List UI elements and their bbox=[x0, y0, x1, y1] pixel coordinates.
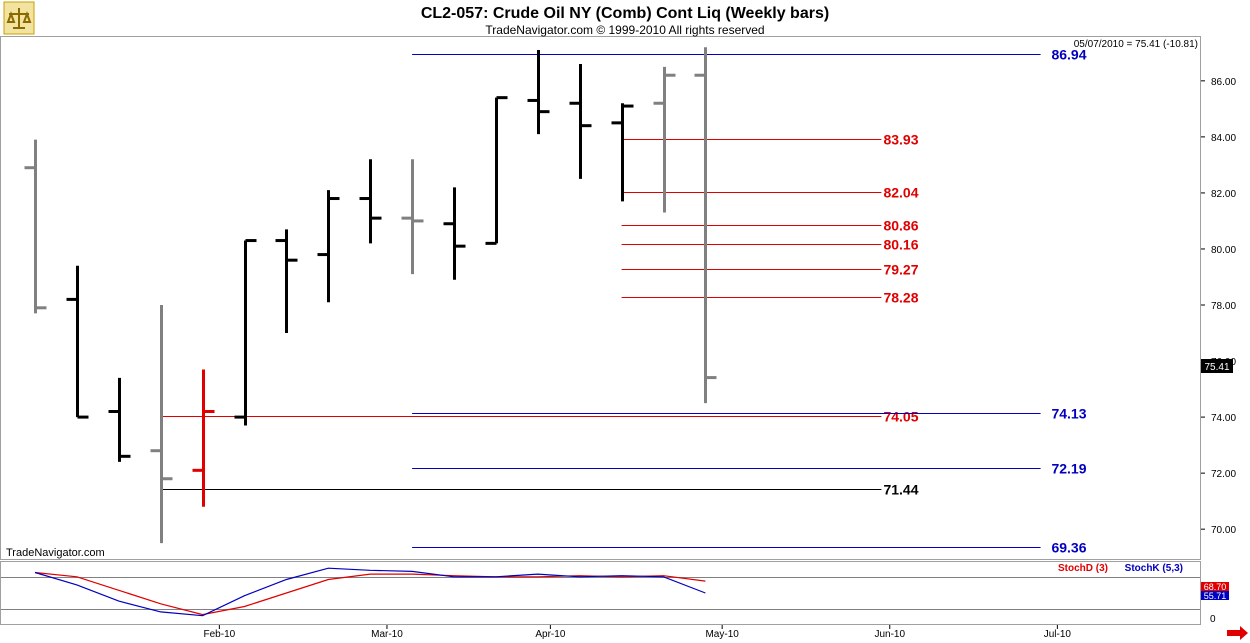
price-tick-label: 80.00 bbox=[1211, 245, 1236, 256]
ohlc-bar bbox=[443, 187, 466, 280]
stoch-d-legend: StochD (3) bbox=[1058, 563, 1108, 574]
last-price-readout: 05/07/2010 = 75.41 (-10.81) bbox=[1074, 39, 1198, 50]
level-label: 74.05 bbox=[883, 409, 918, 425]
stoch-k-legend: StochK (5,3) bbox=[1125, 563, 1183, 574]
ohlc-bar bbox=[317, 190, 340, 303]
level-label: 79.27 bbox=[883, 262, 918, 278]
fib-levels: 86.94 83.93 82.04 80.86 80.16 79.27 78.28 74.05… bbox=[160, 47, 1087, 556]
ohlc-bar bbox=[24, 139, 47, 314]
date-tick-label: Feb-10 bbox=[204, 629, 236, 640]
stoch-series-line bbox=[34, 567, 706, 617]
ohlc-bar bbox=[234, 239, 257, 426]
ohlc-bar bbox=[359, 159, 382, 244]
level-label: 80.86 bbox=[883, 218, 918, 234]
ohlc-bar bbox=[401, 159, 424, 275]
stochastic-lines bbox=[1, 567, 1200, 617]
price-tick-label: 74.00 bbox=[1211, 413, 1236, 424]
level-label: 72.19 bbox=[1051, 461, 1086, 477]
stoch-k-value-label: 55.71 bbox=[1204, 591, 1227, 601]
date-tick-label: Apr-10 bbox=[535, 629, 565, 640]
level-label: 78.28 bbox=[883, 290, 918, 306]
price-tick-label: 86.00 bbox=[1211, 77, 1236, 88]
ohlc-bar bbox=[275, 229, 298, 334]
date-tick-label: Jul-10 bbox=[1044, 629, 1072, 640]
chart-title: CL2-057: Crude Oil NY (Comb) Cont Liq (W… bbox=[421, 5, 829, 22]
ohlc-bar bbox=[485, 96, 508, 245]
price-tick-label: 72.00 bbox=[1211, 469, 1236, 480]
price-tick-label: 82.00 bbox=[1211, 189, 1236, 200]
ohlc-bar bbox=[150, 305, 173, 544]
ohlc-bar bbox=[694, 47, 717, 404]
date-tick-label: Jun-10 bbox=[874, 629, 905, 640]
ohlc-bar bbox=[66, 265, 89, 419]
price-panel bbox=[0, 36, 1201, 560]
price-tick-label: 78.00 bbox=[1211, 301, 1236, 312]
ohlc-bar bbox=[611, 103, 634, 202]
ohlc-bar bbox=[192, 369, 215, 507]
ohlc-bar bbox=[108, 377, 131, 462]
scroll-right-arrow-icon[interactable] bbox=[1227, 626, 1248, 640]
level-label: 86.94 bbox=[1051, 47, 1086, 63]
last-price-tag bbox=[1201, 359, 1233, 373]
price-tick-label: 84.00 bbox=[1211, 133, 1236, 144]
date-axis: Feb-10 Mar-10 Apr-10 May-10 Jun-10 Jul-10 bbox=[204, 625, 1072, 640]
price-bars bbox=[24, 47, 717, 544]
stoch-axis-zero-label: 0 bbox=[1210, 614, 1216, 625]
stoch-d-value-label: 68.70 bbox=[1204, 582, 1227, 592]
level-label: 69.36 bbox=[1051, 540, 1086, 556]
stoch-d-value-tag bbox=[1201, 582, 1229, 591]
level-label: 83.93 bbox=[883, 132, 918, 148]
date-tick-label: Mar-10 bbox=[371, 629, 403, 640]
ohlc-bar bbox=[569, 64, 592, 179]
level-label: 71.44 bbox=[883, 482, 918, 498]
copyright-text: TradeNavigator.com © 1999-2010 All right… bbox=[485, 23, 764, 37]
price-tick-label: 70.00 bbox=[1211, 525, 1236, 536]
stoch-k-value-tag bbox=[1201, 591, 1229, 600]
watermark-text: TradeNavigator.com bbox=[6, 547, 105, 559]
level-label: 80.16 bbox=[883, 237, 918, 253]
last-price-tag-label: 75.41 bbox=[1204, 362, 1229, 373]
stochastic-panel bbox=[0, 561, 1201, 625]
level-label: 82.04 bbox=[883, 185, 918, 201]
ohlc-bar bbox=[653, 66, 676, 213]
trade-navigator-logo-icon[interactable] bbox=[3, 1, 35, 35]
level-label: 74.13 bbox=[1051, 406, 1086, 422]
ohlc-bar bbox=[527, 50, 550, 135]
price-axis bbox=[1201, 36, 1250, 625]
date-tick-label: May-10 bbox=[705, 629, 739, 640]
